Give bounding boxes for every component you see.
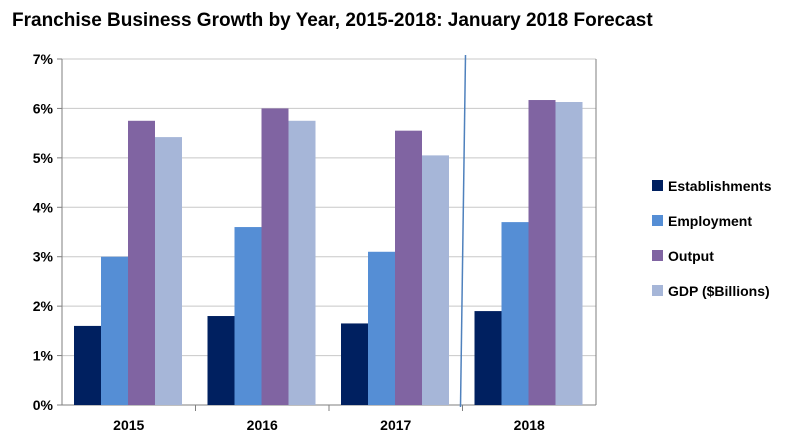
- y-tick-label: 0%: [33, 397, 54, 413]
- x-tick-label: 2017: [380, 417, 411, 433]
- y-tick-label: 6%: [33, 100, 54, 116]
- y-tick-label: 5%: [33, 150, 54, 166]
- bar-employment-2016: [234, 227, 262, 405]
- forecast-divider: [459, 54, 467, 408]
- y-tick-label: 4%: [33, 199, 54, 215]
- bar-output-2018: [528, 100, 556, 406]
- bar-employment-2015: [101, 256, 128, 405]
- bar-establishments-2018: [474, 311, 502, 405]
- bar-gdp-billions-2017: [422, 155, 449, 405]
- legend-label: GDP ($Billions): [668, 283, 770, 299]
- bar-gdp-billions-2018: [555, 102, 583, 405]
- chart-title: Franchise Business Growth by Year, 2015-…: [12, 10, 653, 31]
- y-tick-label: 7%: [33, 51, 54, 67]
- bar-establishments-2017: [341, 323, 368, 405]
- bar-gdp-billions-2016: [288, 120, 316, 406]
- legend-label: Establishments: [668, 178, 772, 194]
- legend-swatch: [652, 180, 663, 191]
- y-tick-label: 1%: [33, 348, 54, 364]
- legend-label: Employment: [668, 213, 752, 229]
- y-tick-label: 3%: [33, 249, 54, 265]
- legend-label: Output: [668, 248, 714, 264]
- legend-swatch: [652, 285, 663, 296]
- x-tick-label: 2018: [514, 417, 545, 433]
- bar-employment-2017: [368, 251, 395, 405]
- bar-establishments-2016: [207, 316, 235, 405]
- legend-swatch: [652, 250, 663, 261]
- bar-output-2017: [395, 130, 422, 405]
- bar-output-2016: [261, 108, 289, 405]
- legend-swatch: [652, 215, 663, 226]
- x-tick-label: 2016: [247, 417, 278, 433]
- bar-employment-2018: [501, 222, 529, 405]
- bar-gdp-billions-2015: [155, 137, 182, 405]
- bar-output-2015: [128, 120, 155, 406]
- bar-establishments-2015: [74, 325, 101, 405]
- x-tick-label: 2015: [113, 417, 144, 433]
- y-tick-label: 2%: [33, 298, 54, 314]
